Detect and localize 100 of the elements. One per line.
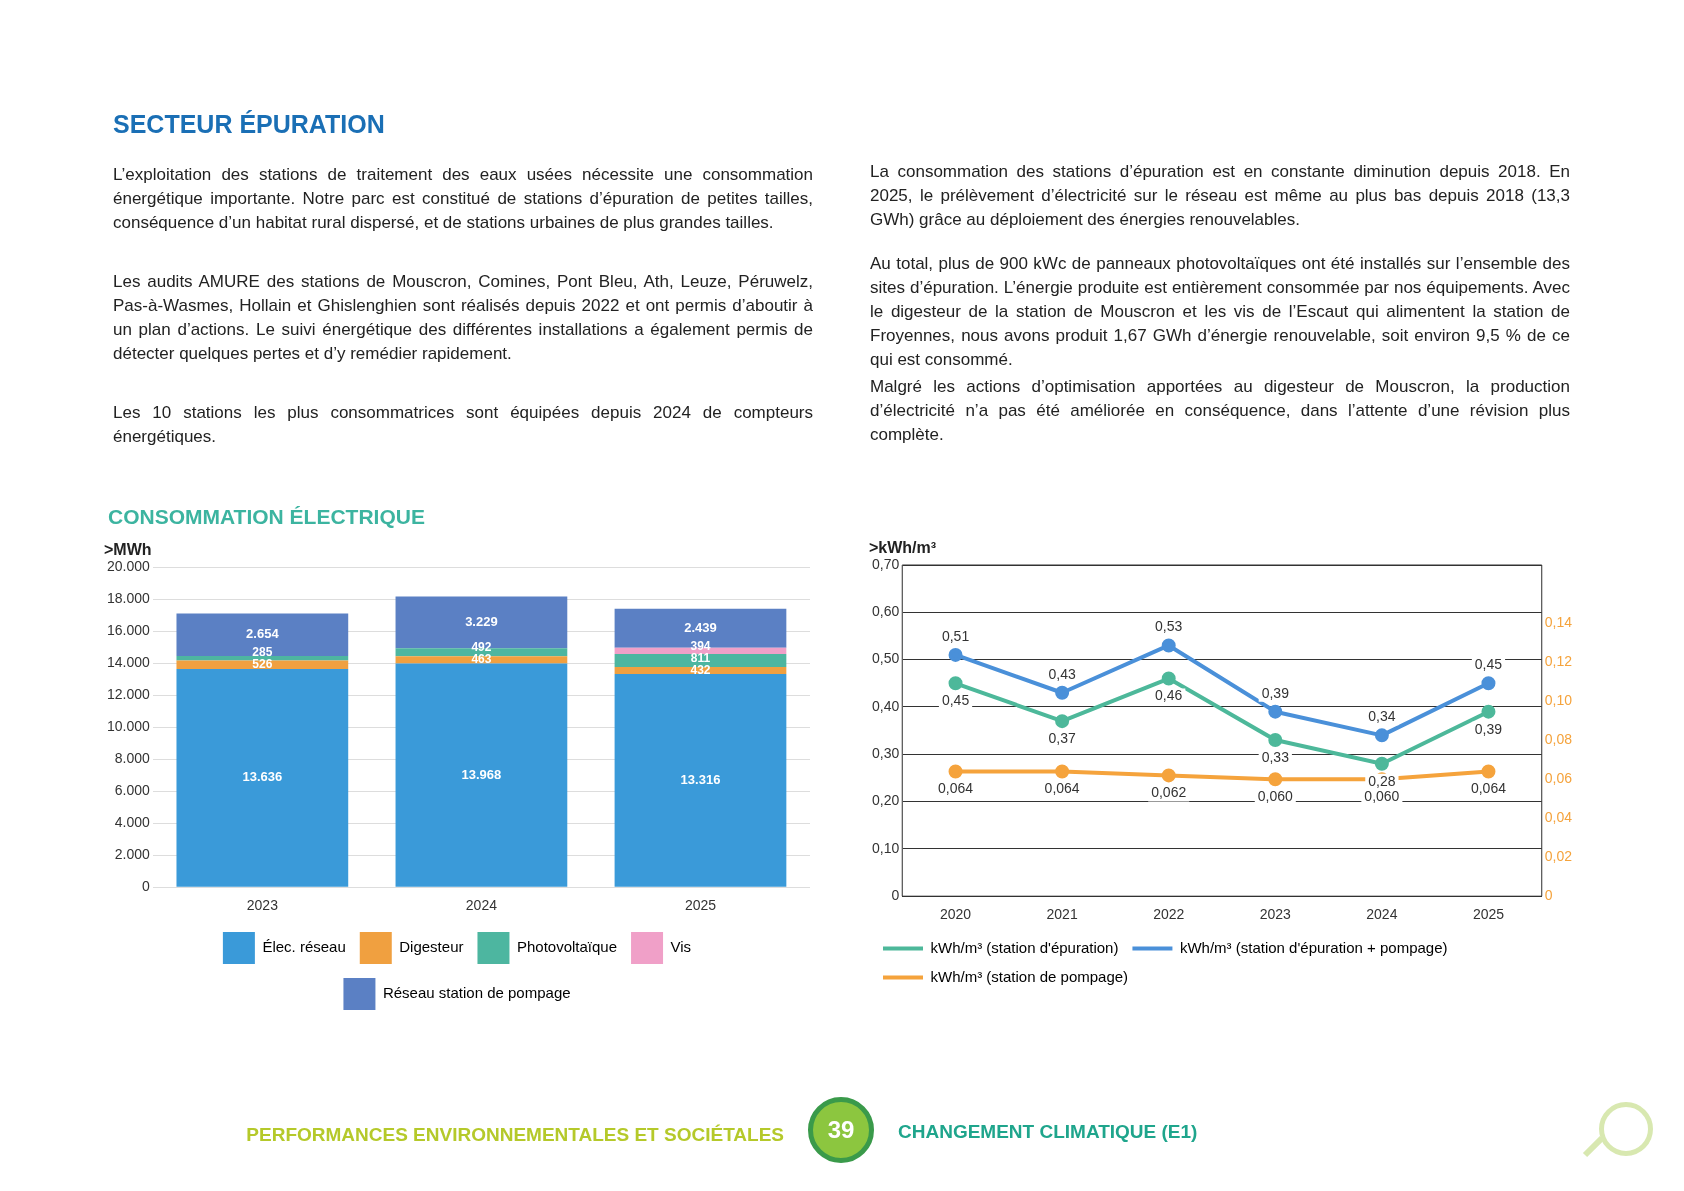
point	[1055, 714, 1070, 729]
y-axis-title: >MWh	[104, 541, 152, 559]
y-tick-label: 16.000	[106, 621, 151, 638]
legend-label: kWh/m³ (station d'épuration)	[930, 938, 1119, 956]
y2-tick-label: 0,14	[1544, 614, 1573, 631]
x-tick-label: 2020	[939, 906, 972, 923]
bar	[395, 596, 568, 649]
legend-label: Élec. réseau	[262, 938, 346, 956]
bar	[614, 608, 787, 648]
y-tick-label: 0,20	[872, 792, 900, 809]
bar	[614, 667, 787, 675]
data-label: 0,51	[941, 627, 970, 644]
data-label: 13.968	[461, 766, 502, 782]
y2-tick-label: 0	[1544, 887, 1553, 904]
text: SECTEUR ÉPURATION	[113, 110, 385, 138]
data-label: 2.439	[684, 619, 717, 635]
point	[1055, 764, 1070, 779]
data-label: 0,45	[1474, 656, 1503, 673]
data-label: 0,46	[1155, 687, 1183, 704]
x-tick-label: 2023	[246, 897, 279, 914]
data-label: 0,45	[941, 692, 970, 709]
point	[1481, 764, 1496, 779]
y-tick-label: 0	[142, 878, 151, 895]
point	[1481, 676, 1496, 691]
point	[948, 676, 963, 691]
text: Les 10 stations les plus consommatrices sont équipées depuis 2024 de compteurs énergétiques.	[113, 402, 813, 448]
point	[1161, 638, 1176, 653]
chart-title: CONSOMMATION ÉLECTRIQUE	[108, 505, 425, 529]
text: Les audits AMURE des stations de Mouscron, Comines, Pont Bleu, Ath, Leuze, Péruwelz, Pas-à-Wasmes, Hollain et Ghislenghien sont réalisés depuis 2022 et ont permis d’aboutir à un plan d’actions. Le suivi énergétique des différentes installations a également permis de détecter quelques pertes et d’y remédier rapidement.	[113, 271, 813, 365]
data-label: 0,43	[1048, 665, 1076, 682]
bar	[395, 663, 568, 887]
data-label: 0,37	[1048, 730, 1076, 746]
y-tick-label: 0,50	[872, 650, 900, 667]
y-tick-label: 0,70	[872, 555, 900, 572]
data-label: 13.636	[242, 769, 283, 785]
y2-tick-label: 0,10	[1544, 692, 1573, 709]
y-tick-label: 0	[891, 887, 900, 904]
data-label: 285	[252, 644, 273, 659]
data-label: 0,39	[1261, 684, 1290, 701]
bar	[176, 668, 349, 887]
data-label: 432	[690, 662, 711, 677]
y-tick-label: 0,10	[872, 839, 900, 856]
bar	[395, 656, 568, 664]
y-tick-label: 20.000	[106, 557, 151, 574]
y2-tick-label: 0,04	[1544, 809, 1573, 826]
y-tick-label: 4.000	[114, 814, 151, 831]
x-tick-label: 2025	[684, 897, 717, 914]
y-tick-label: 10.000	[106, 717, 151, 734]
point	[948, 647, 963, 662]
text: L’exploitation des stations de traitement des eaux usées nécessite une consommation énergétique importante. Notre parc est constitué de stations d’épuration de petites tailles, conséquence d’un habitat rural dispersé, et de stations urbaines de plus grandes tailles.	[113, 164, 813, 234]
point	[1161, 768, 1176, 783]
circle-icon: 39	[808, 1097, 874, 1163]
data-label: 0,53	[1155, 618, 1183, 635]
data-label: 0,064	[1044, 780, 1080, 797]
legend-label: Digesteur	[399, 938, 464, 956]
y-tick-label: 0,60	[872, 603, 900, 620]
data-label: 0,064	[938, 780, 974, 797]
y-tick-label: 2.000	[114, 846, 151, 863]
text: Malgré les actions d’optimisation apportées au digesteur de Mouscron, la production d’électricité n’a pas été améliorée en conséquence, dans l’attente d’une révision plus complète.	[870, 376, 1570, 446]
legend-label: Réseau station de pompage	[382, 984, 571, 1002]
text: Au total, plus de 900 kWc de panneaux photovoltaïques ont été installés sur l’ensemble des sites d’épuration. L’énergie produite est entièrement consommée par nos équipements. Avec le digesteur de la station de Mouscron et les vis de l’Escaut qui alimentent la station de Froyennes, nous avons produit 1,67 GWh d’énergie renouvelable, soit environ 9,5 % de ce qui est consommé.	[870, 253, 1570, 371]
data-label: 526	[252, 656, 273, 671]
legend-label: kWh/m³ (station de pompage)	[930, 967, 1129, 985]
x-tick-label: 2021	[1046, 906, 1078, 923]
point	[1481, 704, 1496, 719]
data-label: 13.316	[680, 771, 721, 787]
point	[1268, 772, 1283, 787]
point	[1268, 733, 1283, 748]
data-label: 0,39	[1474, 720, 1503, 737]
data-label: 0,060	[1364, 788, 1400, 805]
x-tick-label: 2022	[1153, 906, 1185, 923]
point	[1055, 685, 1070, 700]
point	[1161, 671, 1176, 686]
bar	[176, 613, 349, 656]
point	[1268, 704, 1283, 719]
y-tick-label: 12.000	[106, 685, 151, 702]
y2-tick-label: 0,12	[1544, 653, 1573, 670]
y-tick-label: 6.000	[114, 782, 151, 798]
data-label: 2.654	[246, 626, 280, 642]
y-tick-label: 0,30	[872, 745, 900, 762]
legend-label: kWh/m³ (station d'épuration + pompage)	[1179, 938, 1448, 956]
y-tick-label: 0,40	[872, 697, 900, 714]
x-tick-label: 2025	[1472, 906, 1505, 923]
data-label: 0,064	[1470, 780, 1507, 797]
y-tick-label: 8.000	[114, 749, 151, 766]
y-axis-title: >kWh/m³	[869, 539, 937, 557]
text: La consommation des stations d’épuration est en constante diminution depuis 2018. En 2025, le prélèvement d’électricité sur le réseau est même au plus bas depuis 2018 (13,3 GWh) grâce au déploiement des énergies renouvelables.	[870, 161, 1570, 231]
y2-tick-label: 0,02	[1544, 848, 1573, 865]
y2-tick-label: 0,08	[1544, 731, 1573, 748]
y2-tick-label: 0,06	[1544, 770, 1573, 787]
data-label: 0,34	[1368, 708, 1396, 725]
legend-label: Vis	[670, 938, 692, 956]
bar	[176, 660, 349, 669]
legend-label: Photovoltaïque	[516, 938, 618, 956]
data-label: 0,28	[1368, 772, 1396, 789]
data-label: 492	[471, 640, 492, 655]
y-tick-label: 14.000	[106, 653, 151, 670]
x-tick-label: 2024	[465, 897, 498, 914]
y-tick-label: 18.000	[106, 589, 151, 606]
data-label: 463	[471, 652, 492, 667]
